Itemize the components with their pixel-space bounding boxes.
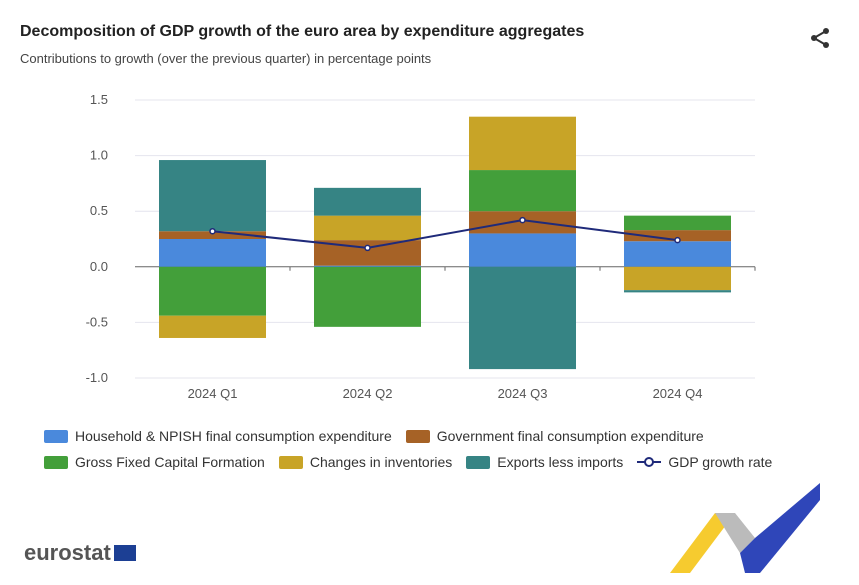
share-icon[interactable] (808, 26, 832, 50)
bar-segment[interactable] (314, 266, 421, 327)
bar-segment[interactable] (159, 266, 266, 316)
bar-segment[interactable] (314, 187, 421, 216)
legend-item[interactable]: Exports less imports (466, 454, 623, 470)
bar-segment[interactable] (624, 290, 731, 293)
x-tick-label: 2024 Q3 (498, 386, 548, 401)
bar-segment[interactable] (624, 241, 731, 267)
legend-swatch (466, 455, 491, 469)
y-tick-label: 1.5 (90, 92, 108, 107)
eurostat-logo: eurostat (24, 540, 136, 566)
gdp-growth-point[interactable] (364, 244, 371, 252)
legend-label: Government final consumption expenditure (436, 428, 704, 444)
x-tick-label: 2024 Q1 (188, 386, 238, 401)
legend-item[interactable]: GDP growth rate (637, 454, 772, 470)
logo-text: eurostat (24, 540, 111, 565)
y-tick-label: 1.0 (90, 148, 108, 163)
legend-label: Gross Fixed Capital Formation (75, 454, 265, 470)
legend-swatch (405, 429, 430, 443)
bar-segment[interactable] (624, 266, 731, 291)
legend-swatch (44, 455, 68, 469)
x-tick-label: 2024 Q4 (653, 386, 703, 401)
legend-label: Changes in inventories (309, 454, 453, 470)
y-tick-label: 0.0 (90, 259, 108, 274)
gdp-growth-point[interactable] (674, 236, 681, 244)
decorative-chevron (670, 483, 820, 573)
legend-swatch (44, 429, 68, 443)
bar-segment[interactable] (314, 265, 421, 267)
legend-item[interactable]: Household & NPISH final consumption expe… (44, 428, 392, 444)
bar-segment[interactable] (469, 170, 576, 212)
legend-label: Household & NPISH final consumption expe… (75, 428, 392, 444)
bar-segment[interactable] (469, 266, 576, 370)
bar-segment[interactable] (159, 315, 266, 338)
bar-segment[interactable] (624, 215, 731, 231)
bar-segment[interactable] (469, 116, 576, 171)
eu-flag-icon (113, 545, 136, 561)
chart-subtitle: Contributions to growth (over the previo… (20, 51, 432, 66)
chart: 1.5 1.0 0.5 0.0 -0.5 -1.0 2024 Q1 2024 Q2 2024 Q… (86, 92, 756, 401)
legend-item[interactable]: Gross Fixed Capital Formation (44, 454, 265, 470)
legend-label: Exports less imports (497, 454, 624, 470)
y-tick-label: -1.0 (86, 370, 108, 385)
legend: Household & NPISH final consumption expe… (44, 428, 834, 480)
legend-line-swatch (637, 457, 662, 467)
bar-segment[interactable] (159, 231, 266, 239)
y-tick-label: 0.5 (90, 203, 108, 218)
legend-item[interactable]: Government final consumption expenditure (405, 428, 704, 444)
bar-segment[interactable] (469, 233, 576, 267)
bar-segment[interactable] (159, 160, 266, 232)
gdp-growth-line (212, 219, 678, 249)
gdp-growth-point[interactable] (209, 227, 216, 235)
chart-title: Decomposition of GDP growth of the euro … (20, 23, 585, 40)
bar-segment[interactable] (159, 239, 266, 267)
gdp-growth-point[interactable] (519, 216, 526, 224)
bar-segment[interactable] (314, 215, 421, 241)
legend-item[interactable]: Changes in inventories (278, 454, 453, 470)
y-tick-label: -0.5 (86, 314, 108, 329)
bar-segment[interactable] (624, 230, 731, 242)
x-tick-label: 2024 Q2 (343, 386, 393, 401)
legend-label: GDP growth rate (668, 454, 773, 470)
legend-swatch (278, 455, 303, 469)
